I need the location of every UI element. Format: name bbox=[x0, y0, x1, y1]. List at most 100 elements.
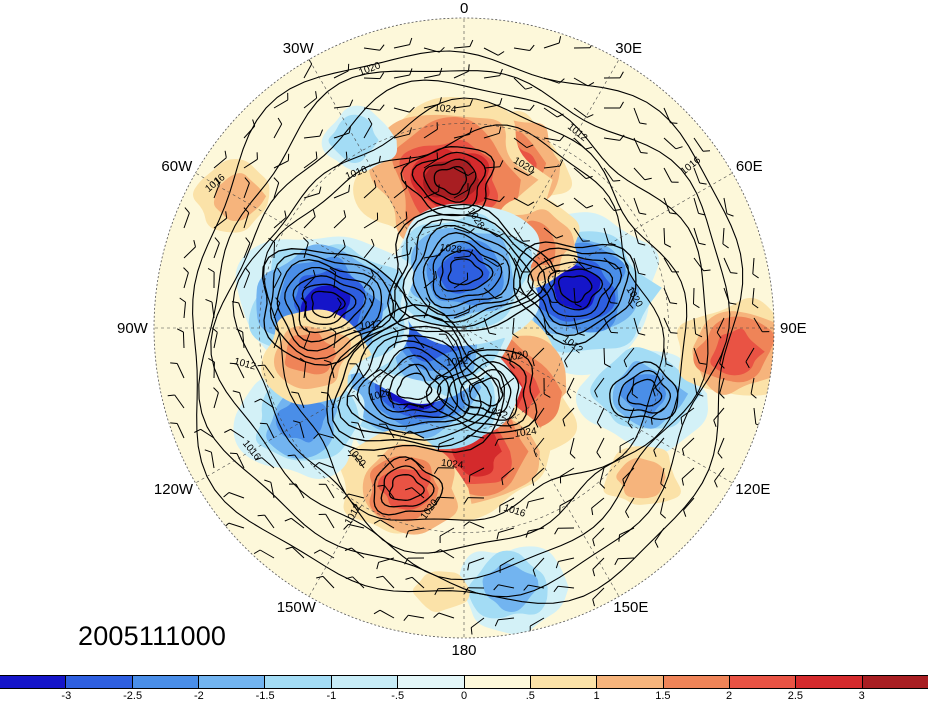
wind-barb bbox=[562, 407, 575, 420]
wind-barb bbox=[423, 303, 431, 319]
wind-barb-feather bbox=[193, 239, 196, 248]
wind-barb bbox=[591, 497, 605, 509]
wind-barb-feather bbox=[623, 360, 628, 368]
wind-barb bbox=[573, 137, 586, 150]
wind-barb bbox=[603, 287, 611, 303]
wind-barb bbox=[273, 241, 275, 259]
wind-barb-feather bbox=[494, 619, 499, 627]
wind-barb-feather bbox=[627, 422, 633, 429]
wind-barb bbox=[260, 398, 275, 409]
wind-barb bbox=[663, 197, 671, 214]
wind-barb-feather bbox=[316, 575, 324, 579]
wind-barb bbox=[483, 317, 490, 334]
wind-barb bbox=[719, 377, 725, 394]
wind-barb-feather bbox=[564, 360, 568, 368]
wind-barb bbox=[303, 158, 318, 169]
contour-label: 1012 bbox=[359, 319, 383, 333]
wind-barb bbox=[569, 437, 575, 454]
wind-barb bbox=[723, 197, 728, 214]
wind-barb bbox=[357, 422, 365, 439]
wind-barb bbox=[723, 257, 731, 273]
wind-barb bbox=[683, 497, 695, 511]
wind-barb bbox=[380, 369, 395, 379]
wind-barb-feather bbox=[236, 328, 243, 333]
wind-barb-feather bbox=[592, 599, 595, 607]
wind-barb-feather bbox=[553, 585, 559, 593]
wind-barb-feather bbox=[284, 210, 287, 218]
wind-barb-feather bbox=[348, 126, 352, 134]
wind-barb-feather bbox=[404, 457, 412, 462]
wind-barb-feather bbox=[702, 150, 711, 152]
wind-barb-feather bbox=[729, 302, 737, 305]
wind-barb-feather bbox=[495, 296, 503, 300]
colorbar-tick-labels: -3 -2.5 -2 -1.5 -1 -.5 0 .5 1 1.5 2 2.5 3 bbox=[0, 690, 928, 702]
wind-barb bbox=[573, 227, 584, 242]
wind-barb-feather bbox=[439, 46, 445, 53]
wind-barb bbox=[693, 377, 698, 394]
wind-barb bbox=[513, 77, 526, 90]
wind-barb-feather bbox=[368, 298, 374, 305]
wind-barb-feather bbox=[543, 393, 551, 398]
wind-barb bbox=[379, 519, 395, 529]
wind-barb-feather bbox=[225, 211, 228, 219]
wind-barb bbox=[299, 422, 305, 439]
wind-barb bbox=[483, 227, 498, 238]
wind-barb-feather bbox=[231, 301, 239, 304]
colorbar-tick-label: 1 bbox=[593, 690, 600, 702]
wind-barb bbox=[468, 557, 485, 564]
longitude-label: 60E bbox=[735, 158, 763, 176]
wind-barb bbox=[693, 167, 701, 184]
wind-barb-feather bbox=[532, 569, 536, 577]
isobar bbox=[379, 354, 450, 413]
wind-barb-feather bbox=[214, 237, 220, 244]
wind-barb bbox=[603, 347, 606, 365]
wind-barb bbox=[663, 317, 671, 333]
wind-barb-feather bbox=[468, 305, 471, 313]
isobar bbox=[557, 275, 593, 304]
wind-barb bbox=[717, 437, 725, 453]
wind-barb-feather bbox=[562, 419, 566, 427]
wind-barb-feather bbox=[287, 454, 295, 457]
wind-barb-feather bbox=[639, 122, 647, 125]
wind-barb-feather bbox=[433, 549, 441, 554]
wind-barb-feather bbox=[167, 394, 175, 397]
wind-barb bbox=[543, 107, 558, 118]
colorbar-tick-label: 2.5 bbox=[787, 690, 804, 702]
wind-barb bbox=[543, 227, 557, 239]
wind-barbs bbox=[167, 36, 770, 635]
wind-barb-feather bbox=[470, 627, 473, 635]
colorbar-swatch bbox=[398, 676, 465, 688]
wind-barb-feather bbox=[343, 493, 349, 500]
wind-barb bbox=[469, 377, 485, 386]
colorbar-tick-label: -2.5 bbox=[123, 690, 143, 702]
wind-barb-feather bbox=[405, 530, 409, 538]
wind-barb bbox=[693, 197, 699, 214]
wind-barb bbox=[327, 393, 335, 409]
colorbar-tick-label: 3 bbox=[858, 690, 865, 702]
wind-barb-feather bbox=[719, 393, 725, 399]
wind-barb bbox=[408, 527, 425, 532]
wind-barb bbox=[183, 272, 189, 289]
longitude-label: 30E bbox=[615, 40, 642, 58]
wind-barb bbox=[543, 197, 558, 208]
wind-barb bbox=[663, 287, 671, 303]
isobar bbox=[292, 275, 367, 334]
wind-barb-feather bbox=[208, 357, 215, 363]
wind-barb bbox=[483, 104, 500, 109]
isobar bbox=[626, 378, 663, 407]
wind-barb bbox=[752, 287, 755, 304]
wind-barb bbox=[603, 227, 610, 244]
wind-barb-feather bbox=[585, 146, 593, 150]
wind-barb bbox=[543, 77, 560, 84]
wind-barb-feather bbox=[224, 428, 231, 433]
isobar bbox=[388, 363, 442, 407]
wind-barb-feather bbox=[523, 584, 529, 591]
wind-barb bbox=[423, 47, 440, 53]
wind-barb bbox=[333, 272, 337, 289]
wind-barb bbox=[325, 514, 335, 529]
wind-barb-feather bbox=[337, 297, 342, 305]
wind-barb bbox=[560, 467, 575, 477]
wind-barb bbox=[573, 197, 587, 209]
wind-barb-feather bbox=[329, 327, 337, 333]
wind-barb-feather bbox=[613, 209, 621, 211]
